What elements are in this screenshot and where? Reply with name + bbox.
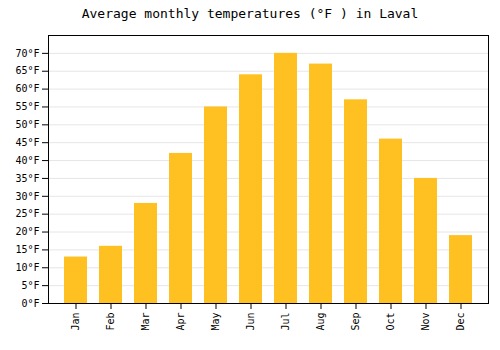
svg-text:Dec: Dec: [455, 313, 466, 331]
svg-text:Sep: Sep: [350, 313, 361, 331]
svg-text:Aug: Aug: [315, 313, 326, 331]
svg-text:35°F: 35°F: [15, 173, 39, 184]
svg-text:20°F: 20°F: [15, 226, 39, 237]
svg-text:Apr: Apr: [175, 313, 186, 331]
svg-text:45°F: 45°F: [15, 137, 39, 148]
svg-text:Oct: Oct: [385, 313, 396, 331]
svg-text:40°F: 40°F: [15, 155, 39, 166]
svg-text:30°F: 30°F: [15, 191, 39, 202]
svg-text:60°F: 60°F: [15, 83, 39, 94]
svg-text:55°F: 55°F: [15, 101, 39, 112]
svg-text:50°F: 50°F: [15, 119, 39, 130]
svg-text:70°F: 70°F: [15, 48, 39, 59]
svg-text:May: May: [210, 313, 221, 331]
svg-text:5°F: 5°F: [21, 280, 39, 291]
svg-text:Nov: Nov: [420, 313, 431, 331]
html-text:Average monthly temperatures (: Average monthly temperatures (°F ) in La…: [81, 6, 419, 21]
svg-text:Mar: Mar: [140, 313, 151, 331]
svg-text:25°F: 25°F: [15, 208, 39, 219]
svg-text:Feb: Feb: [105, 313, 116, 331]
svg-text:0°F: 0°F: [21, 298, 39, 309]
svg-text:Jan: Jan: [70, 313, 81, 331]
svg-text:15°F: 15°F: [15, 244, 39, 255]
svg-text:65°F: 65°F: [15, 65, 39, 76]
svg-text:Jun: Jun: [245, 313, 256, 331]
svg-text:Jul: Jul: [280, 313, 291, 331]
svg-text:10°F: 10°F: [15, 262, 39, 273]
